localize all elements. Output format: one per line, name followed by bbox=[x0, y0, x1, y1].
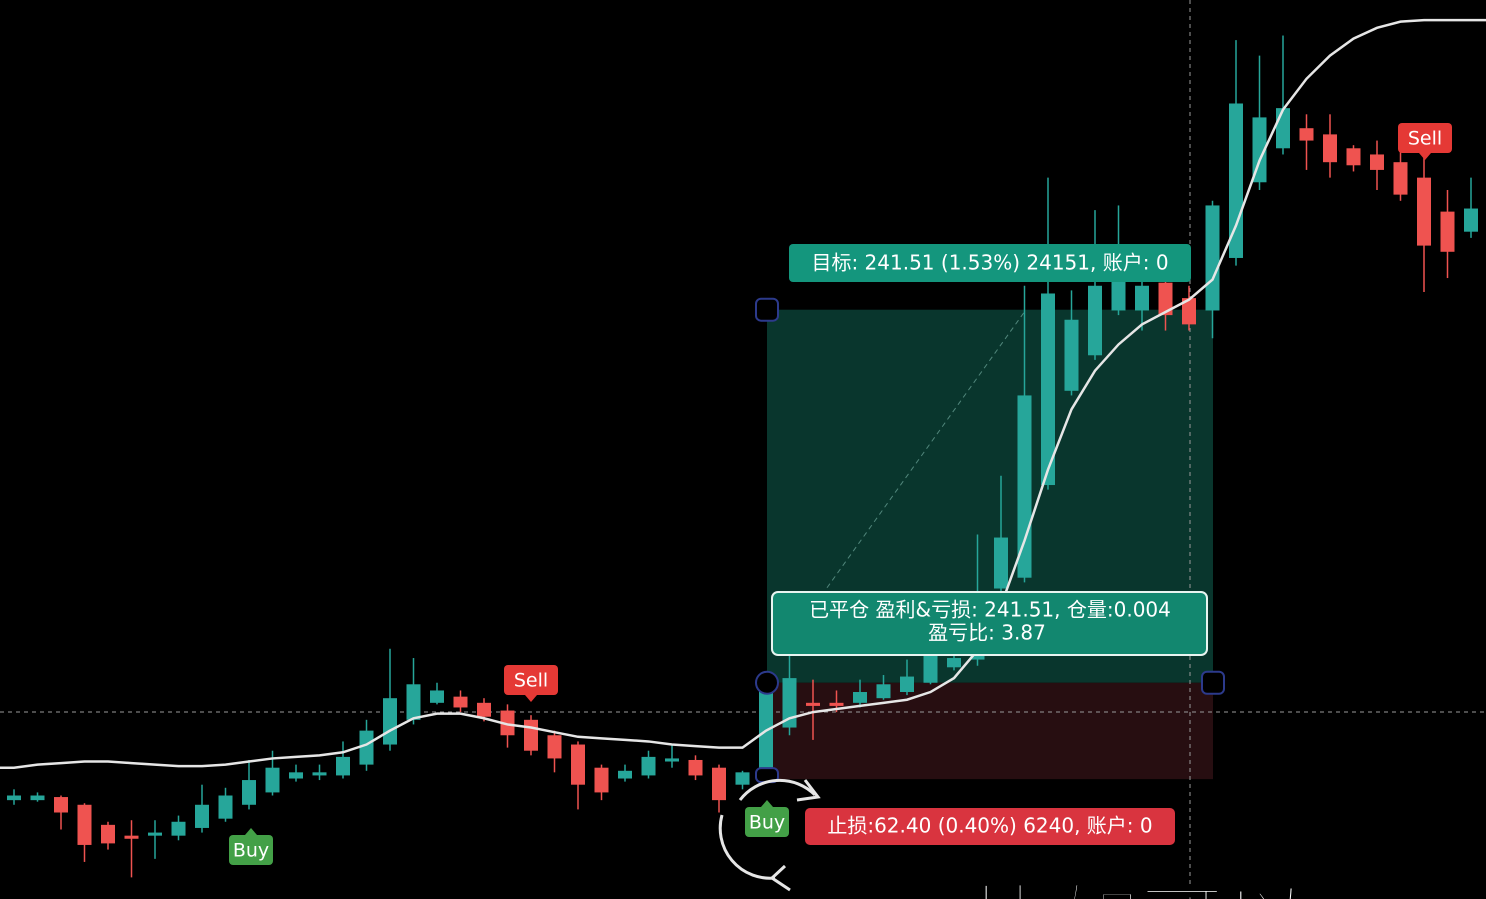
candle-body bbox=[1276, 108, 1290, 149]
candle-body bbox=[101, 824, 115, 844]
closed-label-box bbox=[771, 591, 1208, 656]
rotate-icon-arrow bbox=[769, 779, 821, 892]
target-label: 目标: 241.51 (1.53%) 24151, 账户: 0 bbox=[811, 251, 1168, 275]
candle-body bbox=[1111, 279, 1126, 311]
candle-body bbox=[1440, 211, 1455, 252]
candle-body bbox=[853, 692, 867, 703]
candle-body bbox=[1370, 154, 1384, 170]
candle-body bbox=[1205, 205, 1220, 311]
candle-body bbox=[1158, 282, 1173, 316]
candle-body bbox=[242, 780, 256, 805]
candle-body bbox=[1135, 285, 1149, 311]
candle-body bbox=[124, 835, 139, 839]
signal-box bbox=[1398, 123, 1452, 153]
candle-body bbox=[1299, 128, 1314, 141]
stop-label: 止损:62.40 (0.40%) 6240, 账户: 0 bbox=[827, 814, 1152, 838]
candle-body bbox=[500, 710, 515, 736]
candle-body bbox=[712, 767, 726, 801]
candle-body bbox=[383, 698, 397, 745]
candle-body bbox=[77, 804, 92, 845]
candle-body bbox=[30, 795, 45, 801]
candle-body bbox=[641, 756, 656, 776]
candle-body bbox=[1464, 208, 1478, 232]
candle-body bbox=[477, 702, 491, 717]
candle-body bbox=[571, 744, 585, 785]
moving-average bbox=[0, 18, 1486, 769]
candle-body bbox=[195, 804, 209, 828]
candle-body bbox=[453, 696, 468, 708]
candle-body bbox=[1346, 148, 1361, 166]
signal-label: Sell bbox=[514, 670, 548, 692]
candle-body bbox=[782, 678, 797, 728]
candle-body bbox=[148, 832, 162, 836]
candle-body bbox=[994, 537, 1008, 589]
target-label-box bbox=[789, 244, 1191, 282]
candle-body bbox=[1017, 395, 1032, 578]
candle-body bbox=[524, 719, 538, 751]
candle-body bbox=[1393, 162, 1408, 195]
closed-label: 已平仓 盈利&亏损: 241.51, 仓量:0.004 bbox=[809, 598, 1171, 622]
signal-label: Buy bbox=[749, 812, 785, 834]
candle-body bbox=[923, 654, 938, 683]
candle-body bbox=[735, 772, 750, 785]
signal-box bbox=[229, 835, 273, 865]
trade-path bbox=[826, 309, 1027, 589]
candle-body bbox=[312, 772, 327, 776]
signal-pointer bbox=[1419, 153, 1431, 160]
candle-body bbox=[618, 770, 632, 779]
signal-pointer bbox=[525, 695, 537, 702]
candle-body bbox=[430, 690, 444, 703]
handle bbox=[755, 297, 779, 322]
loss-zone bbox=[767, 682, 1213, 780]
candle-body bbox=[1182, 298, 1196, 325]
candle-body bbox=[876, 684, 891, 699]
candle-body bbox=[265, 767, 280, 793]
signal-box bbox=[745, 807, 789, 837]
candle-body bbox=[594, 767, 609, 793]
candle-body bbox=[1323, 134, 1337, 163]
candle-body bbox=[829, 702, 844, 706]
candle-body bbox=[336, 756, 350, 776]
candle-body bbox=[406, 684, 421, 720]
signal-label: Buy bbox=[233, 840, 269, 862]
candle-body bbox=[806, 702, 820, 706]
candle-body bbox=[547, 735, 562, 759]
candle-body bbox=[1417, 177, 1431, 246]
handle bbox=[755, 670, 779, 695]
signal-box bbox=[504, 665, 558, 695]
signal-label: Sell bbox=[1408, 128, 1442, 150]
signal-pointer bbox=[761, 800, 773, 807]
candle-body bbox=[218, 795, 233, 819]
candle-body bbox=[7, 795, 21, 801]
caption: 比如可以 bbox=[972, 875, 1308, 899]
rotate-icon bbox=[718, 778, 817, 880]
candle-body bbox=[1064, 319, 1079, 391]
ratio-label: 盈亏比: 3.87 bbox=[928, 621, 1046, 645]
stop-label-box bbox=[805, 808, 1175, 845]
signal-pointer bbox=[245, 828, 257, 835]
candle-body bbox=[289, 772, 303, 779]
candle-body bbox=[171, 821, 186, 836]
candle-body bbox=[947, 658, 961, 668]
candle-body bbox=[54, 797, 68, 813]
candle-body bbox=[900, 676, 914, 693]
candle-body bbox=[1041, 293, 1055, 486]
candle-body bbox=[665, 758, 679, 762]
candle-body bbox=[1252, 117, 1267, 183]
candle-body bbox=[1088, 285, 1102, 356]
candle-body bbox=[359, 730, 374, 765]
handle bbox=[1201, 670, 1225, 695]
candle-body bbox=[688, 759, 703, 776]
